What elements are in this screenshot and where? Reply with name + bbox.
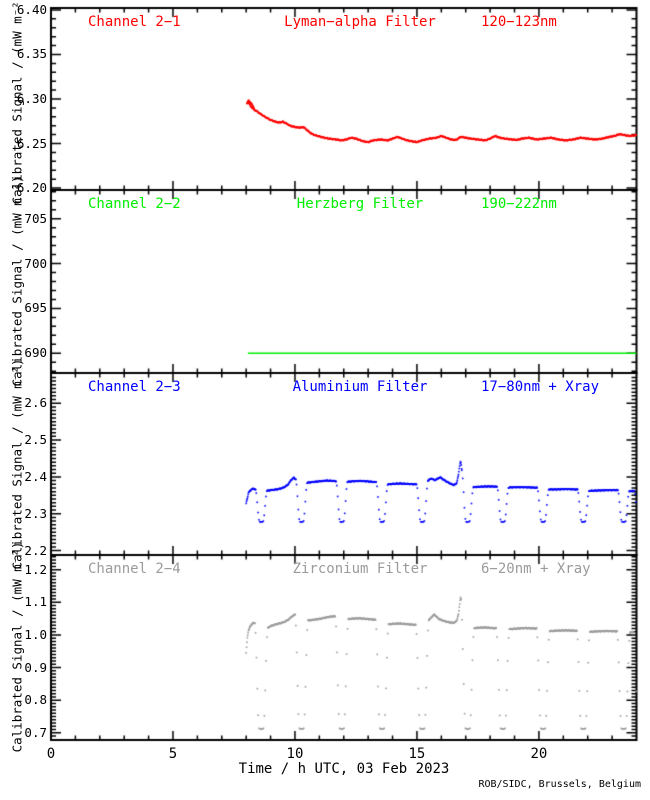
y-tick-label: 2.6	[24, 395, 47, 411]
y-tick-label: 6.25	[16, 135, 47, 151]
panel4-channel-label: Channel 2−4	[88, 561, 181, 577]
y-tick-label: 2.3	[24, 505, 47, 521]
y-tick-label: 6.40	[16, 1, 47, 17]
y-tick-label: 695	[24, 300, 47, 316]
y-tick-label: 1.0	[24, 626, 47, 642]
y-tick-label: 0.8	[24, 692, 47, 708]
y-tick-label: 6.30	[16, 91, 47, 106]
y-tick-label: 6.35	[16, 46, 47, 62]
x-tick-label: 20	[530, 746, 548, 762]
panel1-channel-label: Channel 2−1	[88, 14, 181, 30]
y-tick-label: 2.2	[24, 542, 47, 558]
y-tick-label: 0.7	[24, 724, 47, 740]
y-tick-label: 1.2	[24, 561, 47, 577]
panel4-filter-label: Zirconium Filter	[292, 561, 428, 577]
panel2-band-label: 190−222nm	[481, 196, 557, 212]
panel2-filter-label: Herzberg Filter	[296, 196, 424, 212]
credit-text: ROB/SIDC, Brussels, Belgium	[478, 779, 641, 790]
panel2-channel-label: Channel 2−2	[88, 196, 181, 212]
panel3-band-label: 17−80nm + Xray	[481, 379, 600, 395]
x-tick-label: 10	[286, 746, 304, 762]
panel1-filter-label: Lyman−alpha Filter	[284, 14, 436, 30]
panel4-band-label: 6−20nm + Xray	[481, 561, 591, 577]
panel3-y-axis-title: Calibrated Signal / (mW m⁻²)	[9, 358, 25, 570]
x-tick-label: 0	[46, 746, 56, 762]
y-tick-label: 6.20	[16, 180, 47, 196]
y-tick-label: 705	[24, 210, 47, 226]
y-tick-label: 1.1	[24, 594, 47, 610]
x-axis-title: Time / h UTC, 03 Feb 2023	[238, 761, 450, 777]
panel1-band-label: 120−123nm	[481, 14, 557, 30]
x-tick-label: 5	[168, 746, 178, 762]
y-tick-label: 0.9	[24, 659, 47, 675]
y-tick-label: 690	[24, 345, 47, 361]
panel3-filter-label: Aluminium Filter	[292, 379, 428, 395]
y-tick-label: 2.4	[24, 468, 47, 484]
y-tick-label: 700	[24, 255, 47, 271]
x-tick-label: 15	[408, 746, 426, 762]
y-tick-label: 2.5	[24, 432, 47, 448]
panel3-channel-label: Channel 2−3	[88, 379, 181, 395]
